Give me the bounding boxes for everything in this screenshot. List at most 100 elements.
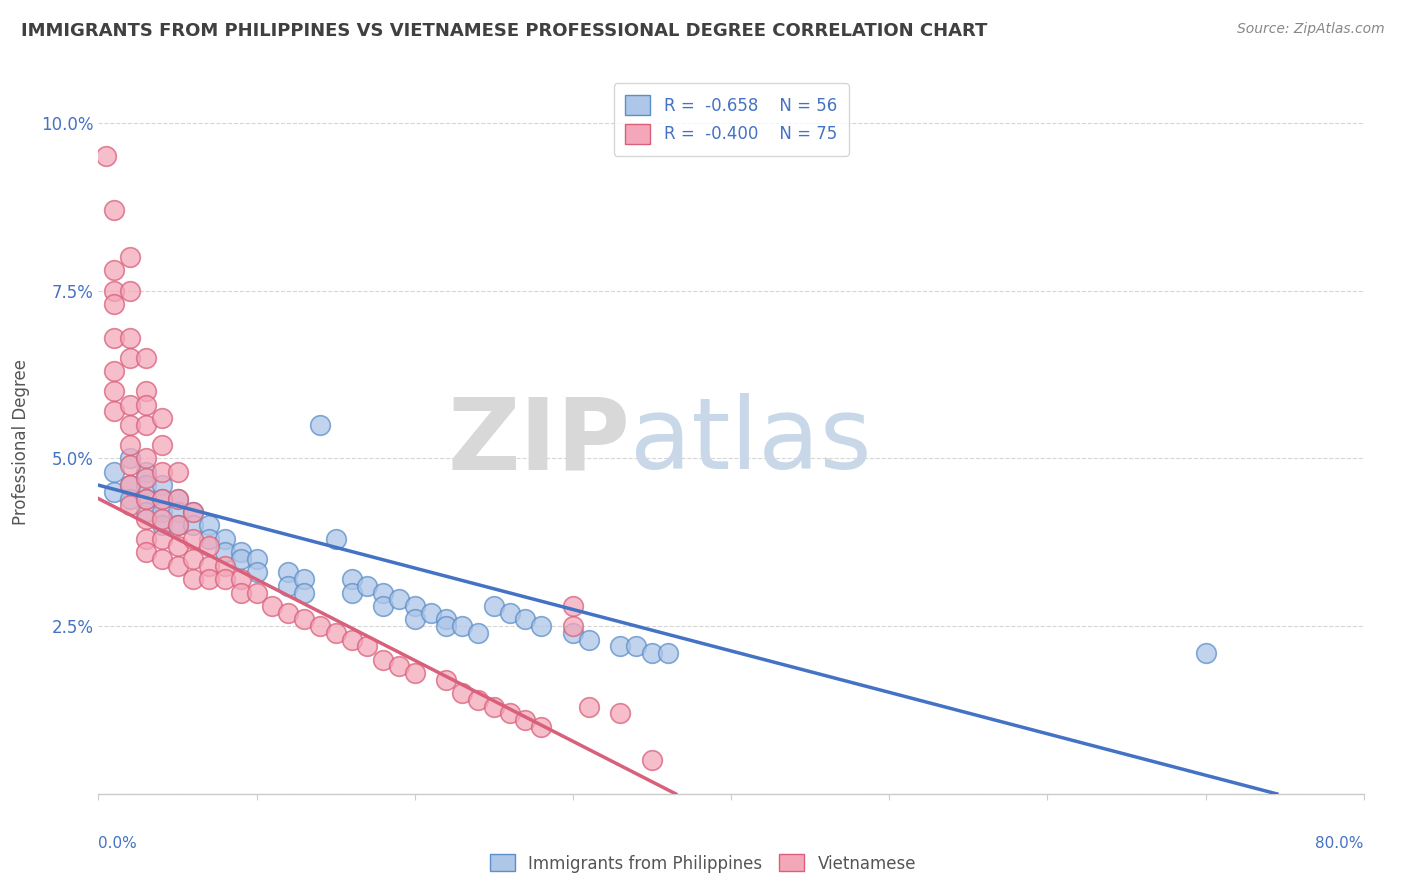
Point: [150, 491, 173, 506]
Point: [150, 518, 173, 533]
Point: [246, 552, 269, 566]
Point: [388, 592, 411, 607]
Point: [561, 599, 585, 613]
Point: [135, 491, 157, 506]
Point: [198, 572, 221, 586]
Point: [183, 518, 205, 533]
Text: IMMIGRANTS FROM PHILIPPINES VS VIETNAMESE PROFESSIONAL DEGREE CORRELATION CHART: IMMIGRANTS FROM PHILIPPINES VS VIETNAMES…: [21, 22, 987, 40]
Point: [120, 478, 141, 492]
Point: [120, 284, 141, 298]
Point: [135, 491, 157, 506]
Point: [135, 384, 157, 399]
Point: [515, 612, 537, 626]
Text: 0.0%: 0.0%: [98, 836, 138, 851]
Point: [135, 417, 157, 432]
Point: [277, 566, 299, 580]
Point: [436, 612, 458, 626]
Point: [150, 438, 173, 452]
Point: [451, 619, 474, 633]
Point: [309, 619, 332, 633]
Point: [214, 558, 236, 573]
Text: atlas: atlas: [630, 393, 872, 490]
Point: [214, 545, 236, 559]
Point: [166, 505, 188, 519]
Point: [467, 625, 489, 640]
Point: [371, 653, 394, 667]
Point: [325, 532, 347, 546]
Point: [120, 451, 141, 466]
Point: [229, 572, 252, 586]
Point: [388, 659, 411, 673]
Point: [166, 465, 188, 479]
Point: [135, 465, 157, 479]
Point: [166, 539, 188, 553]
Y-axis label: Professional Degree: Professional Degree: [11, 359, 30, 524]
Point: [515, 713, 537, 727]
Legend: R =  -0.658    N = 56, R =  -0.400    N = 75: R = -0.658 N = 56, R = -0.400 N = 75: [613, 84, 849, 156]
Point: [183, 532, 205, 546]
Point: [150, 411, 173, 425]
Point: [356, 579, 378, 593]
Point: [183, 505, 205, 519]
Point: [404, 666, 426, 681]
Point: [371, 585, 394, 599]
Point: [103, 404, 125, 418]
Point: [1194, 646, 1216, 660]
Point: [404, 599, 426, 613]
Point: [120, 398, 141, 412]
Point: [292, 585, 315, 599]
Point: [120, 491, 141, 506]
Point: [103, 263, 125, 277]
Point: [150, 512, 173, 526]
Point: [120, 250, 141, 264]
Point: [150, 478, 173, 492]
Point: [166, 518, 188, 533]
Point: [482, 599, 505, 613]
Point: [135, 398, 157, 412]
Point: [103, 384, 125, 399]
Point: [120, 417, 141, 432]
Point: [277, 579, 299, 593]
Point: [183, 552, 205, 566]
Point: [96, 149, 118, 163]
Point: [150, 552, 173, 566]
Point: [340, 572, 363, 586]
Point: [229, 552, 252, 566]
Point: [198, 558, 221, 573]
Point: [120, 438, 141, 452]
Point: [498, 606, 520, 620]
Point: [135, 532, 157, 546]
Point: [166, 518, 188, 533]
Point: [404, 612, 426, 626]
Point: [120, 330, 141, 344]
Point: [340, 632, 363, 647]
Point: [657, 646, 679, 660]
Point: [103, 465, 125, 479]
Point: [135, 351, 157, 365]
Point: [103, 484, 125, 499]
Point: [103, 330, 125, 344]
Point: [183, 572, 205, 586]
Point: [262, 599, 284, 613]
Point: [120, 458, 141, 472]
Point: [530, 720, 553, 734]
Point: [150, 465, 173, 479]
Point: [135, 478, 157, 492]
Point: [292, 572, 315, 586]
Point: [103, 297, 125, 311]
Legend: Immigrants from Philippines, Vietnamese: Immigrants from Philippines, Vietnamese: [484, 847, 922, 880]
Point: [246, 585, 269, 599]
Point: [436, 673, 458, 687]
Point: [561, 619, 585, 633]
Point: [198, 532, 221, 546]
Point: [214, 532, 236, 546]
Text: Source: ZipAtlas.com: Source: ZipAtlas.com: [1237, 22, 1385, 37]
Point: [530, 619, 553, 633]
Point: [183, 505, 205, 519]
Point: [309, 417, 332, 432]
Point: [356, 639, 378, 653]
Point: [120, 498, 141, 512]
Point: [135, 451, 157, 466]
Point: [624, 639, 647, 653]
Point: [340, 585, 363, 599]
